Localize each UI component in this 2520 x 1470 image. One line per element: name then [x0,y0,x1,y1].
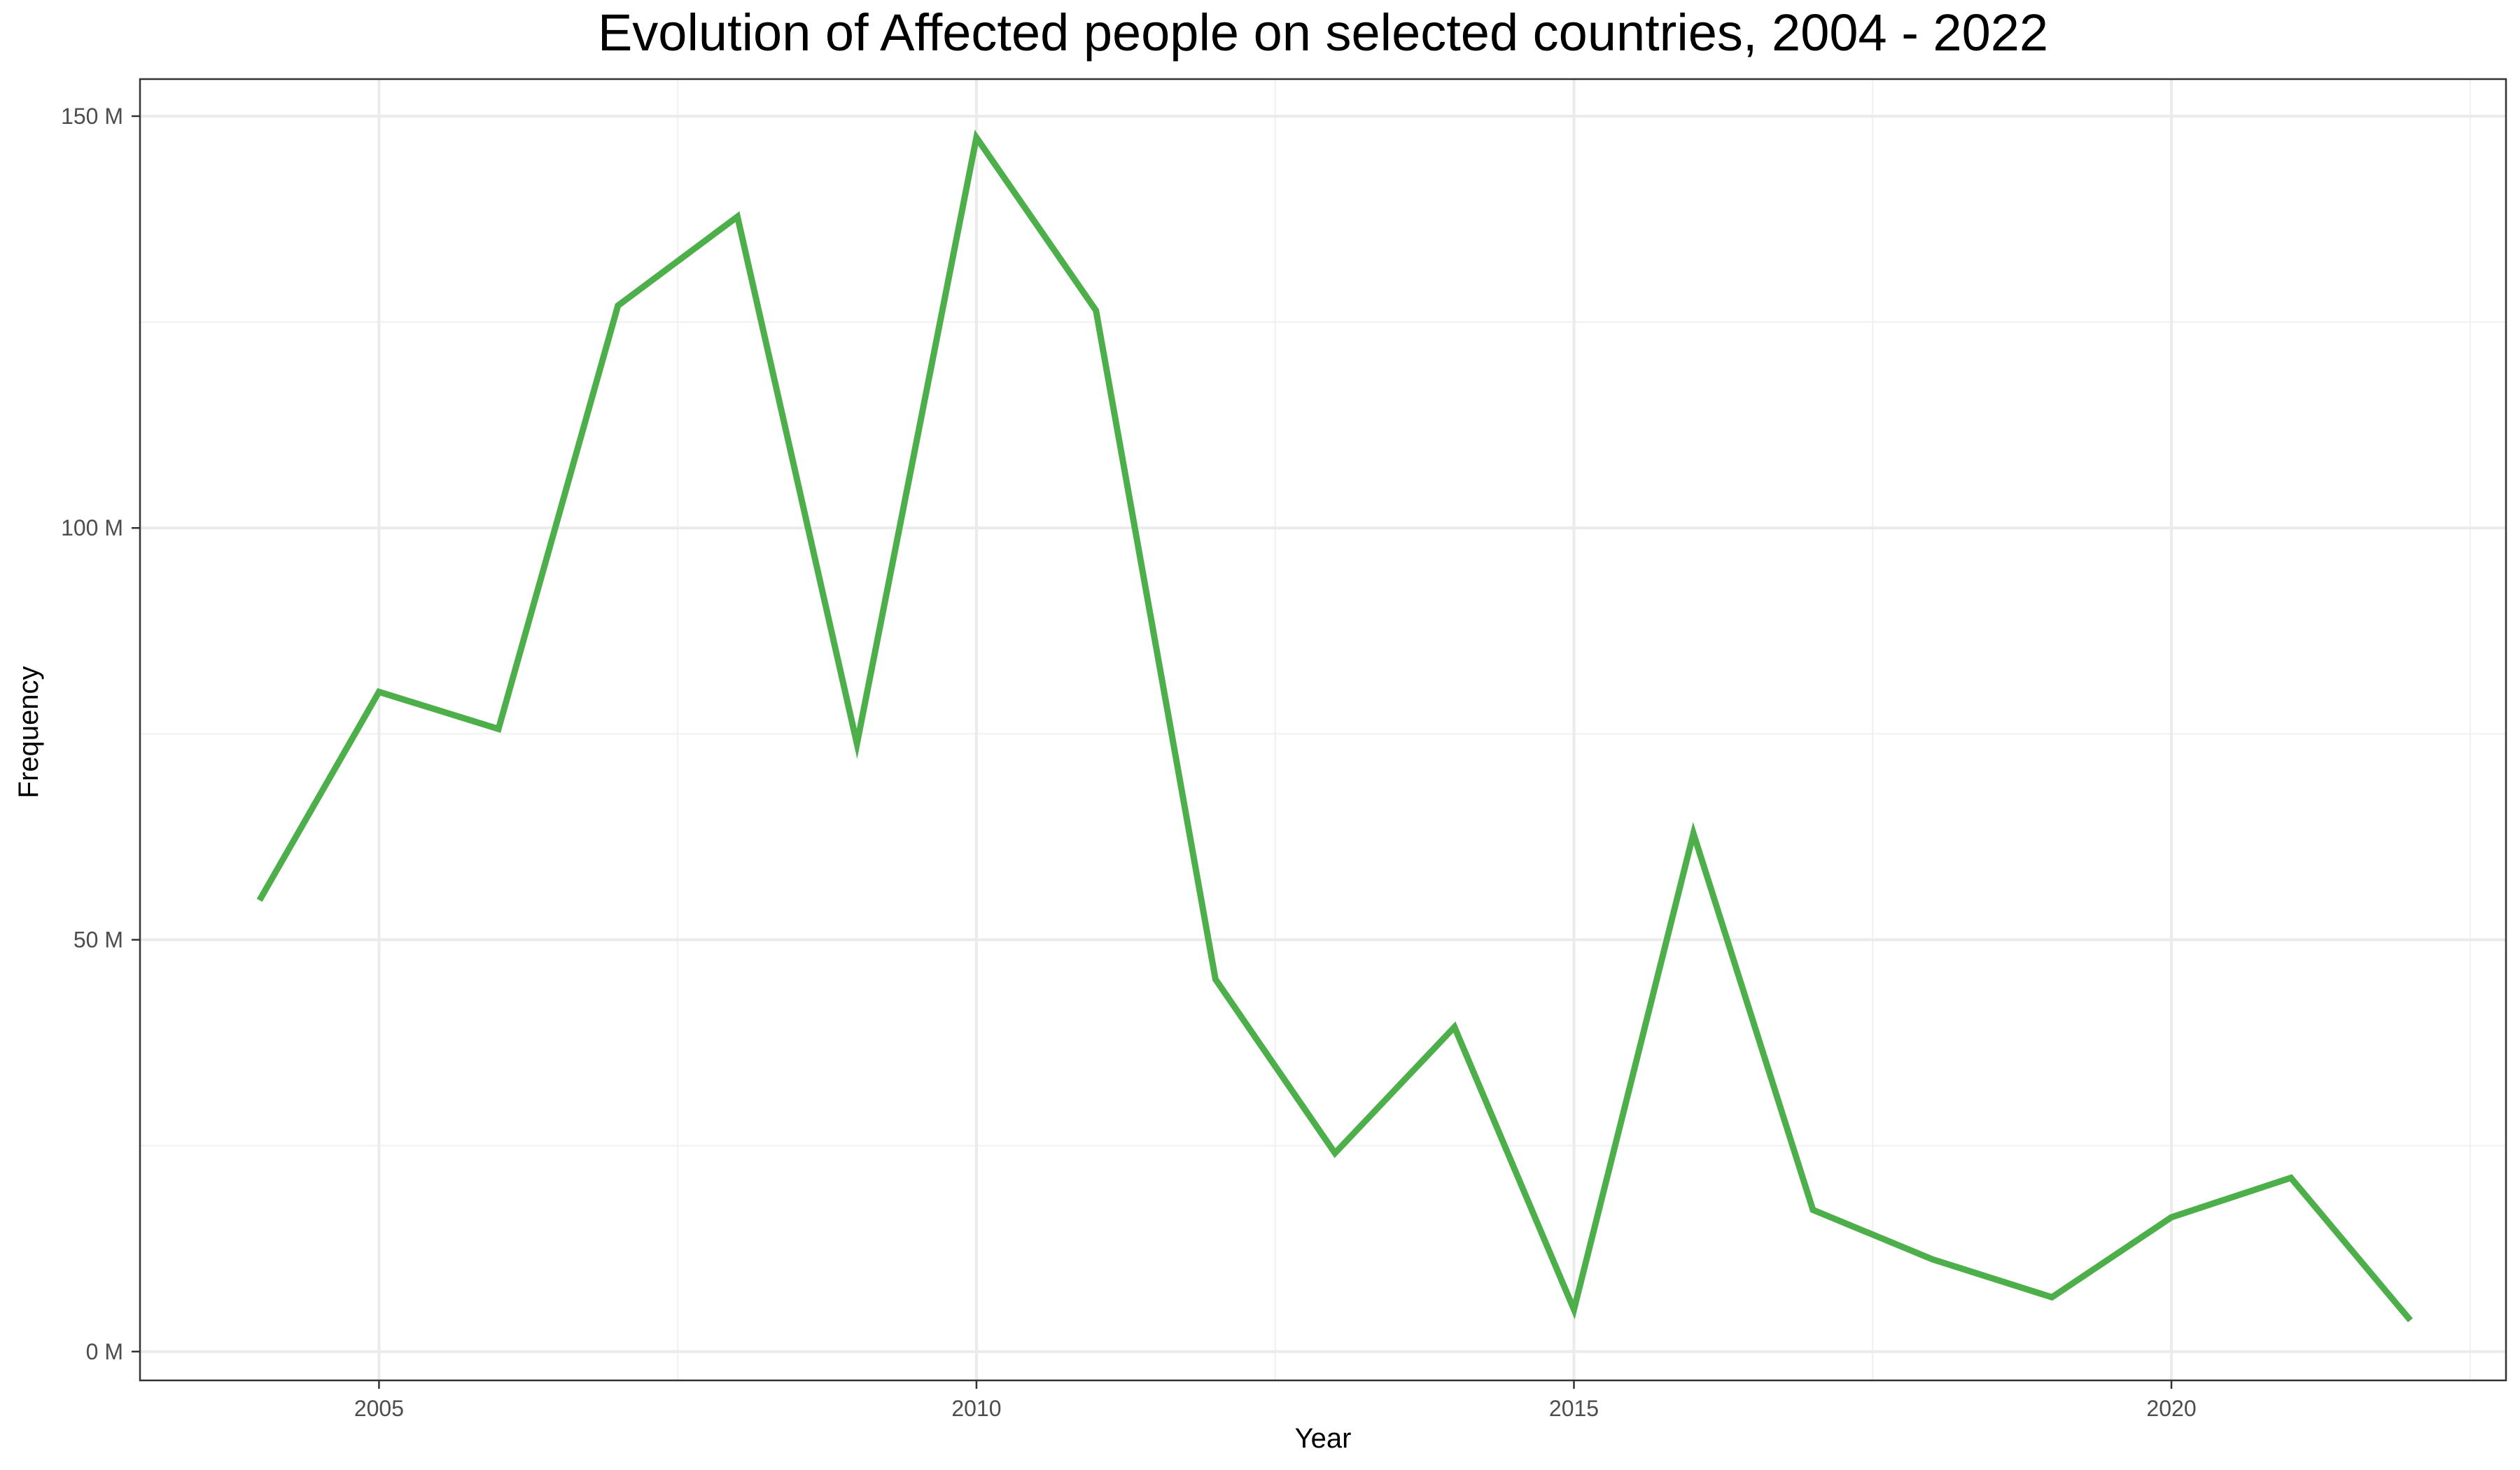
x-tick-label: 2020 [2146,1396,2196,1421]
x-tick-label: 2005 [354,1396,404,1421]
series-layer [256,130,2413,1322]
y-axis-title: Frequency [13,666,44,799]
grid [140,79,2506,1380]
y-tick-label: 100 M [61,515,123,540]
y-tick-label: 150 M [61,104,123,129]
x-tick-label: 2015 [1549,1396,1599,1421]
x-axis-title: Year [1295,1423,1352,1454]
plot-panel-border [139,78,2507,1382]
x-tick-label: 2010 [951,1396,1001,1421]
y-tick-label: 0 M [86,1339,123,1364]
y-tick-label: 50 M [74,927,123,953]
axes: 2005 2010 2015 2020 0 M 50 M 100 M 150 M [61,78,2507,1421]
chart-title: Evolution of Affected people on selected… [598,4,2048,62]
series-line [256,130,2413,1322]
